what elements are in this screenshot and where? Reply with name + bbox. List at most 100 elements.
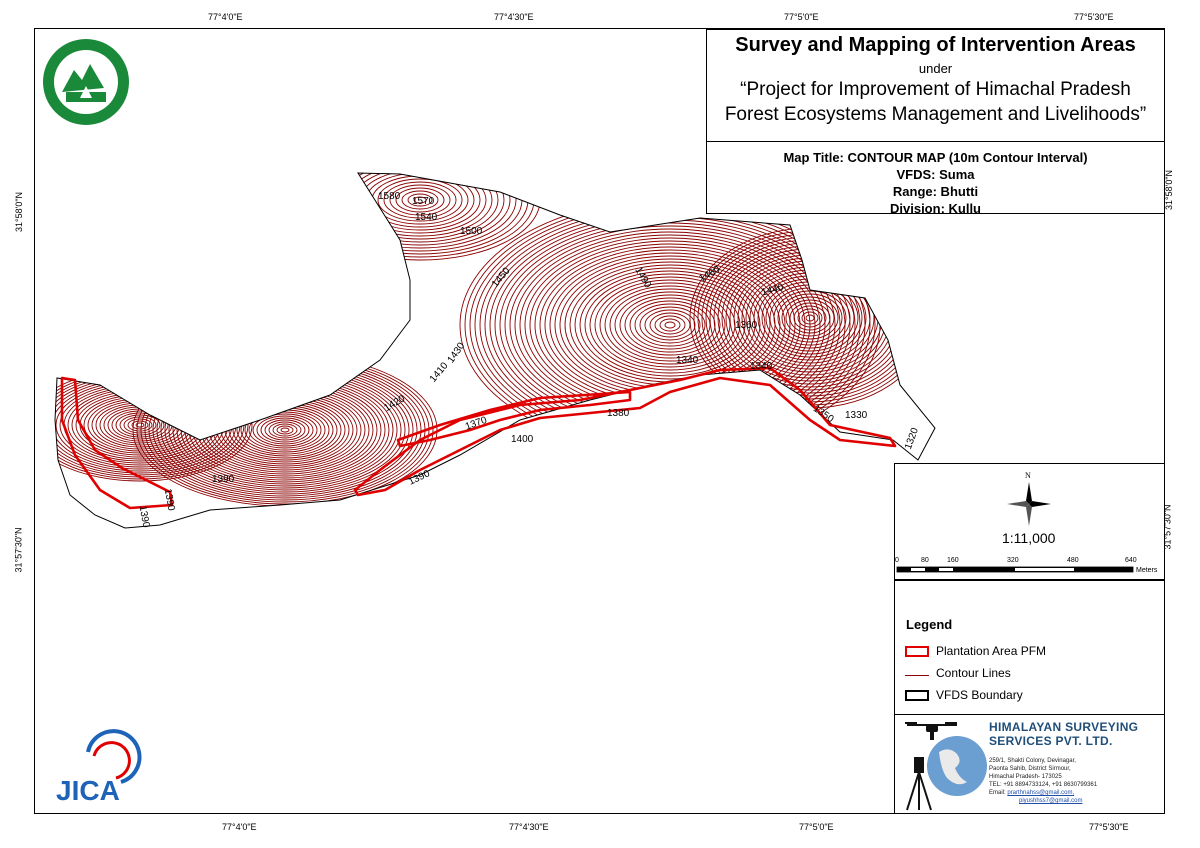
- contour-line: [123, 416, 157, 434]
- coord-top-3: 77°5'0"E: [784, 12, 819, 22]
- contour-line: [649, 312, 691, 338]
- contour-label: 1400: [511, 434, 534, 445]
- contour-line: [144, 359, 426, 501]
- contour-label: 1430: [446, 340, 468, 365]
- north-label: N: [1025, 471, 1031, 480]
- plantation-areas: [60, 366, 897, 510]
- contour-line: [599, 282, 741, 368]
- map-info-box: Map Title: CONTOUR MAP (10m Contour Inte…: [706, 141, 1165, 216]
- contour-line: [639, 306, 701, 344]
- plantation-area-central-south: [353, 366, 897, 497]
- email-link-2[interactable]: piyushhss7@gmail.com: [1019, 798, 1083, 804]
- contour-label: 1580: [378, 191, 401, 202]
- project-title-line1: “Project for Improvement of Himachal Pra…: [740, 79, 1131, 100]
- contour-line: [55, 380, 229, 470]
- range-name: Range: Bhutti: [892, 184, 979, 199]
- contour-line: [196, 385, 374, 475]
- contour-line: [256, 415, 314, 445]
- contour-line: [280, 427, 290, 433]
- contour-line: [377, 178, 463, 222]
- coord-bottom-2: 77°4'30"E: [509, 822, 549, 832]
- drone-icon: [905, 722, 957, 740]
- scale-tick: 0: [895, 557, 899, 564]
- contour-line: [200, 387, 370, 473]
- map-title: Map Title: CONTOUR MAP (10m Contour Inte…: [783, 150, 1088, 165]
- legend-item-contour: Contour Lines: [905, 666, 1011, 680]
- email-link-1[interactable]: prarthnahss@gmail.com,: [1007, 790, 1075, 796]
- contour-line: [609, 288, 731, 362]
- company-name-line2: SERVICES PVT. LTD.: [989, 734, 1113, 748]
- contour-line: [383, 181, 457, 219]
- contour-line: [389, 184, 451, 216]
- company-name: HIMALAYAN SURVEYING SERVICES PVT. LTD.: [989, 720, 1138, 748]
- coord-top-1: 77°4'0"E: [208, 12, 243, 22]
- legend-box: Legend Plantation Area PFM Contour Lines…: [894, 580, 1165, 715]
- contour-line: [67, 388, 213, 462]
- vfds-name: VFDS: Suma: [896, 167, 975, 182]
- contour-label: 1570: [412, 196, 435, 207]
- contour-label: 1340: [676, 355, 699, 366]
- contour-line: [619, 294, 721, 356]
- coord-bottom-4: 77°5'30"E: [1089, 822, 1129, 832]
- contour-line: [777, 293, 843, 343]
- map-frame: [34, 28, 1165, 814]
- total-station-icon: [906, 757, 932, 811]
- company-tel: TEL: +91 8894733124, +91 8630799361: [989, 782, 1098, 788]
- email-prefix: Email:: [989, 790, 1006, 796]
- plantation-area-central-north: [396, 390, 632, 448]
- scale-tick: 160: [947, 557, 959, 564]
- contour-label: 1540: [415, 212, 438, 223]
- address-line: Paonta Sahib, District Sirmour,: [989, 766, 1071, 772]
- legend-label: VFDS Boundary: [936, 688, 1023, 702]
- contour-label: 1390: [137, 505, 152, 529]
- contour-line: [801, 311, 819, 325]
- contour-line: [614, 291, 726, 359]
- title-under: under: [918, 61, 953, 76]
- contour-line: [248, 411, 322, 449]
- contour-line: [773, 290, 847, 346]
- scale-tick: 640: [1125, 557, 1137, 564]
- jica-text: JICA: [56, 775, 120, 806]
- scale-box: N 1:11,000 0 80 160 320 480 640 Meters: [894, 463, 1165, 580]
- globe-icon: [927, 736, 987, 796]
- contour-line: [474, 207, 866, 443]
- contour-line: [264, 419, 306, 441]
- contour-line: [664, 321, 676, 329]
- contour-line: [793, 305, 827, 331]
- contour-line: [107, 408, 173, 442]
- legend-title: Legend: [906, 617, 953, 632]
- main-title: Survey and Mapping of Intervention Areas: [735, 34, 1136, 56]
- contour-label: 1390: [407, 468, 432, 488]
- jica-logo: JICA: [56, 729, 142, 806]
- contour-line: [184, 379, 386, 481]
- contour-line: [172, 373, 398, 487]
- contour-line: [111, 410, 169, 440]
- contour-line: [272, 423, 298, 437]
- plantation-symbol: [905, 645, 929, 657]
- contour-line: [659, 318, 681, 332]
- contour-label: 1500: [460, 226, 483, 237]
- scale-bar: [896, 566, 1134, 573]
- contour-line: [401, 190, 439, 210]
- contour-label: 1360: [735, 320, 758, 331]
- contour-line: [604, 285, 736, 365]
- project-title-line2: Forest Ecosystems Management and Livelih…: [724, 104, 1147, 125]
- contour-line: [589, 276, 751, 374]
- contour-line: [797, 308, 823, 328]
- contour-line-symbol: [905, 675, 929, 676]
- contour-line: [579, 270, 761, 380]
- contour-line: [705, 239, 915, 397]
- contour-label: 1340: [750, 361, 773, 372]
- contour-line: [644, 309, 696, 341]
- contour-label: 1460: [697, 264, 722, 285]
- scale-tick: 480: [1067, 557, 1079, 564]
- contour-label: 1330: [845, 410, 868, 421]
- vfds-boundary: [54, 172, 936, 529]
- forest-department-emblem: [43, 39, 129, 125]
- plantation-area-west: [60, 376, 174, 510]
- contour-line: [224, 399, 346, 461]
- contour-line: [789, 302, 831, 334]
- contour-line: [168, 371, 402, 489]
- contour-line: [514, 231, 826, 419]
